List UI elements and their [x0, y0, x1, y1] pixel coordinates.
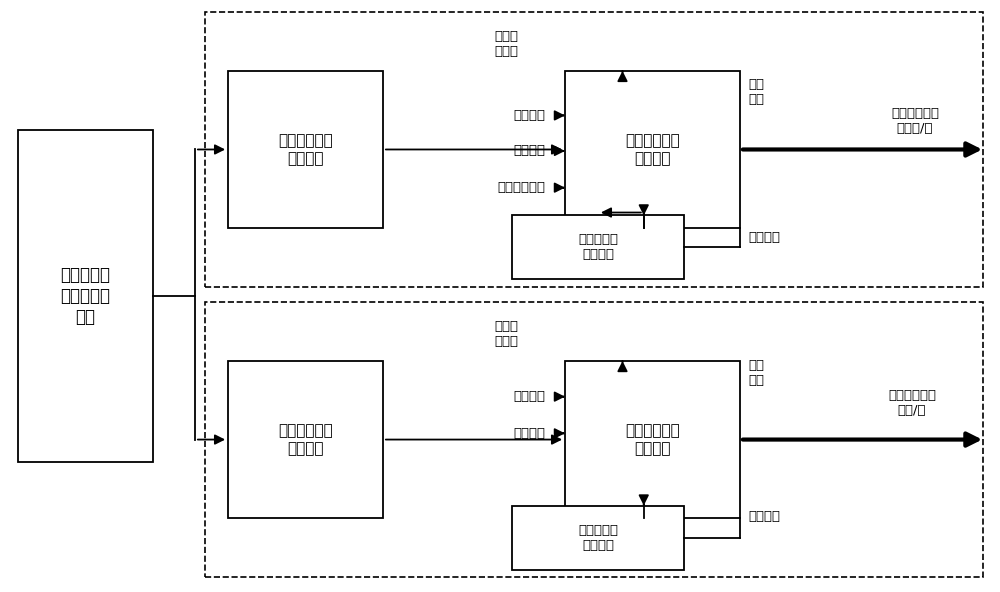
Bar	[228, 361, 383, 518]
Text: 太阳帆板能源
产生值/轨: 太阳帆板能源 产生值/轨	[891, 107, 939, 136]
Text: 轨道参数: 轨道参数	[513, 109, 545, 122]
Text: 星敏感器可用
时段/轨: 星敏感器可用 时段/轨	[888, 388, 936, 417]
Text: 平台总体结
构布局参数
优化: 平台总体结 构布局参数 优化	[60, 266, 110, 326]
Text: 太阳帆板布局
参数优化: 太阳帆板布局 参数优化	[278, 133, 333, 166]
Text: 可变参数: 可变参数	[748, 510, 780, 523]
Text: 星敏感器布局
参数优化: 星敏感器布局 参数优化	[625, 423, 680, 456]
Text: 能源（功耗）: 能源（功耗）	[497, 181, 545, 194]
Bar	[512, 215, 684, 279]
Text: 优化
目标: 优化 目标	[748, 359, 764, 387]
Text: 约束变
量参数: 约束变 量参数	[494, 320, 518, 349]
Text: 星敏感器布局
参数优化: 星敏感器布局 参数优化	[278, 423, 333, 456]
Bar	[228, 71, 383, 228]
Text: 优化
目标: 优化 目标	[748, 78, 764, 106]
Bar	[565, 71, 740, 228]
Bar	[512, 506, 684, 570]
Text: 约束变
量参数: 约束变 量参数	[494, 30, 518, 59]
Text: 可变参数: 可变参数	[748, 231, 780, 244]
Bar	[205, 12, 983, 287]
Text: 太阳帆板的
安装角度: 太阳帆板的 安装角度	[578, 233, 618, 262]
Text: 星敏感器的
安装角度: 星敏感器的 安装角度	[578, 523, 618, 552]
Bar	[205, 302, 983, 577]
Text: 轨道参数: 轨道参数	[513, 390, 545, 403]
Text: 姿态参数: 姿态参数	[513, 427, 545, 440]
Text: 太阳帆板布局
参数优化: 太阳帆板布局 参数优化	[625, 133, 680, 166]
Text: 姿态参数: 姿态参数	[513, 144, 545, 157]
Bar	[18, 130, 153, 462]
Bar	[565, 361, 740, 518]
